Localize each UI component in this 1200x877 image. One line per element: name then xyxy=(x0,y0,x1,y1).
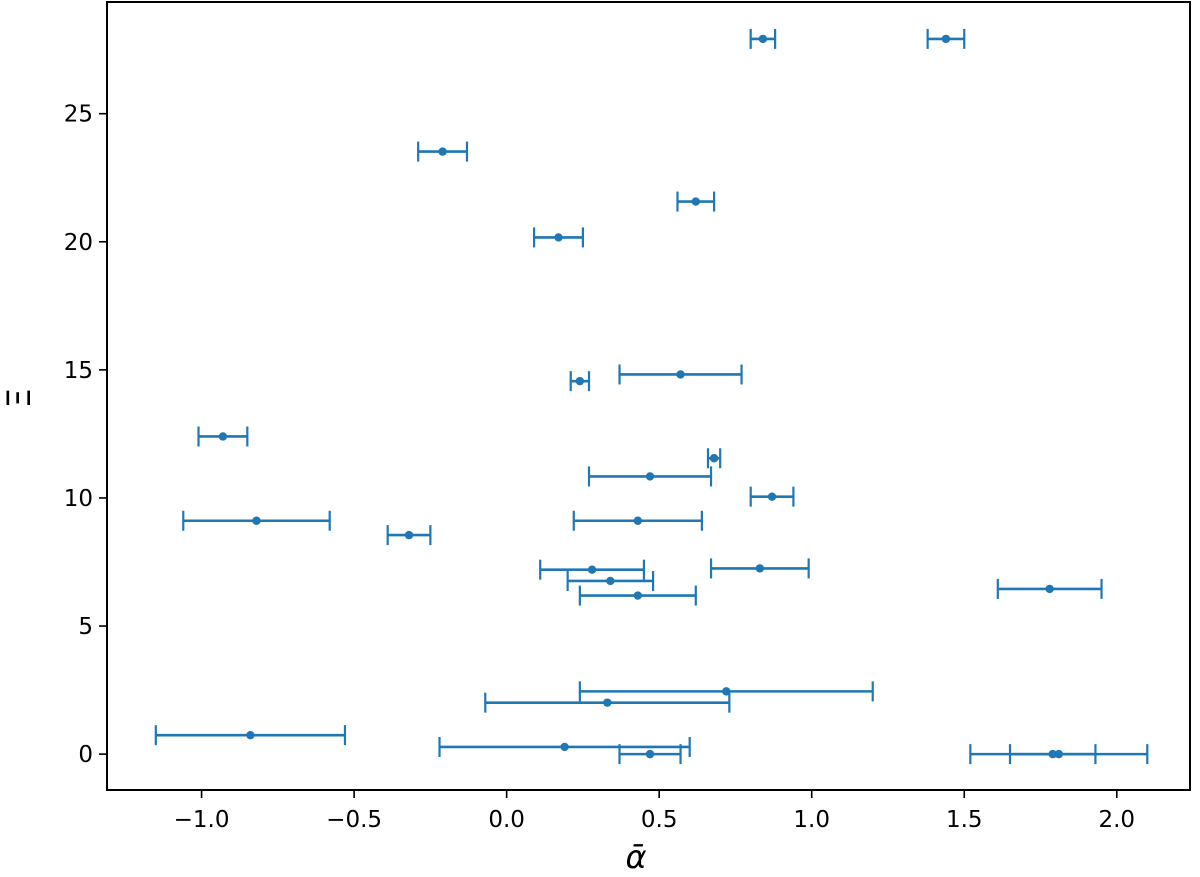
errorbar-point xyxy=(1008,744,1097,765)
errorbar-point xyxy=(618,364,743,385)
errorbar-point xyxy=(438,736,691,757)
y-tick-label: 10 xyxy=(64,486,93,512)
x-axis-ticks: −1.0 −0.5 0.0 0.5 1.0 1.5 2.0 xyxy=(174,790,1135,833)
errorbar-point xyxy=(587,466,713,487)
y-tick-label: 5 xyxy=(78,614,93,640)
errorbar-point xyxy=(749,486,795,507)
errorbar-point xyxy=(749,28,777,49)
data-marks xyxy=(154,28,1149,765)
y-tick-label: 0 xyxy=(78,742,93,768)
errorbar-point xyxy=(578,681,874,702)
x-tick-label: 2.0 xyxy=(1098,807,1135,833)
x-tick-label: −0.5 xyxy=(326,807,382,833)
errorbar-point xyxy=(539,559,646,580)
data-point-marker xyxy=(603,698,612,707)
y-tick-label: 15 xyxy=(64,358,93,384)
y-axis-ticks: 0 5 10 15 20 25 xyxy=(64,102,107,768)
data-point-marker xyxy=(587,565,597,574)
errorbar-point xyxy=(706,448,722,469)
data-point-marker xyxy=(633,516,643,525)
data-point-marker xyxy=(575,376,585,386)
errorbar-point xyxy=(154,725,347,746)
data-point-marker xyxy=(404,530,414,540)
data-point-marker xyxy=(554,233,563,242)
errorbar-point xyxy=(182,510,331,531)
errorbar-point xyxy=(709,558,810,579)
data-point-marker xyxy=(560,742,569,752)
data-point-marker xyxy=(606,576,615,586)
data-point-marker xyxy=(633,591,643,600)
errorbar-point xyxy=(926,28,966,49)
data-point-marker xyxy=(691,197,700,206)
data-point-marker xyxy=(758,34,768,44)
data-point-marker xyxy=(645,472,655,481)
errorbar-point xyxy=(618,744,682,765)
errorbar-point xyxy=(572,510,703,531)
x-tick-label: −1.0 xyxy=(174,807,230,833)
y-axis-label: Ξ xyxy=(0,388,38,408)
data-point-marker xyxy=(767,492,777,501)
y-tick-label: 25 xyxy=(64,102,93,128)
data-point-marker xyxy=(438,147,447,156)
errorbar-point xyxy=(532,227,585,248)
errorbar-point xyxy=(676,191,716,212)
data-point-marker xyxy=(252,516,261,525)
y-tick-label: 20 xyxy=(64,230,93,256)
errorbar-point xyxy=(566,570,655,591)
data-point-marker xyxy=(676,370,685,379)
errorbar-point xyxy=(578,585,697,606)
data-point-marker xyxy=(709,454,719,463)
errorbar-point xyxy=(996,578,1103,599)
data-point-marker xyxy=(645,749,655,759)
x-tick-label: 0.0 xyxy=(488,807,525,833)
x-tick-label: 1.0 xyxy=(793,807,830,833)
plot-frame xyxy=(106,1,1191,791)
data-point-marker xyxy=(1048,749,1057,759)
errorbar-point xyxy=(197,426,249,447)
x-tick-label: 1.5 xyxy=(946,807,983,833)
data-point-marker xyxy=(246,730,255,740)
x-tick-label: 0.5 xyxy=(641,807,678,833)
x-axis-label: ᾱ xyxy=(625,838,646,876)
errorbar-point xyxy=(569,371,591,392)
errorbar-point xyxy=(417,141,469,162)
data-point-marker xyxy=(941,34,951,44)
data-point-marker xyxy=(218,432,228,441)
errorbar-point xyxy=(386,525,432,546)
data-point-marker xyxy=(1045,584,1054,594)
errorbar-point xyxy=(484,692,731,713)
data-point-marker xyxy=(755,564,765,573)
